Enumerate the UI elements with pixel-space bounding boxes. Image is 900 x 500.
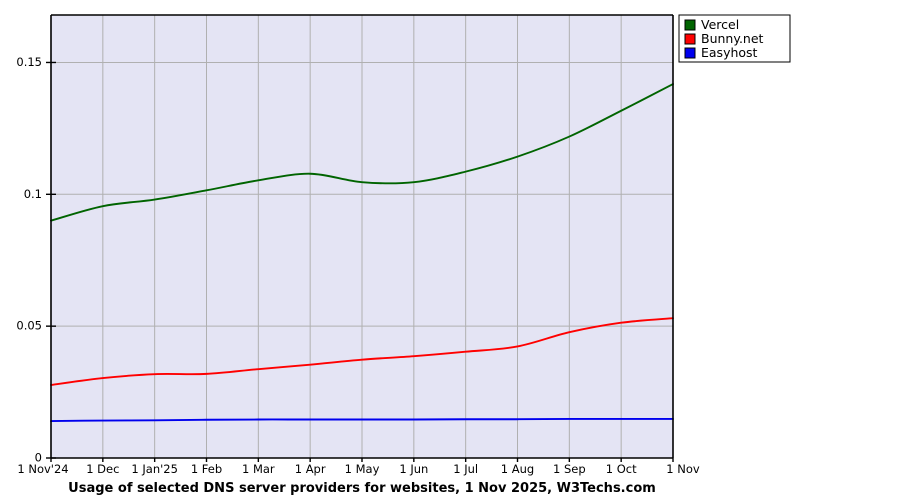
x-tick-label: 1 Feb — [191, 462, 222, 476]
x-tick-label: 1 Jun — [399, 462, 428, 476]
x-tick-label: 1 Nov — [666, 462, 700, 476]
x-tick-label: 1 Sep — [553, 462, 586, 476]
chart-legend[interactable]: Vercel Bunny.net Easyhost — [678, 14, 791, 63]
x-tick-label: 1 Aug — [501, 462, 534, 476]
legend-background — [678, 14, 791, 63]
x-tick-label: 1 Mar — [242, 462, 275, 476]
x-tick-label: 1 May — [345, 462, 380, 476]
y-tick-label: 0 — [35, 451, 42, 465]
x-axis-ticks: 1 Nov'24 1 Dec 1 Jan'25 1 Feb 1 Mar 1 Apr 1 Ma… — [17, 458, 700, 476]
legend-swatch-vercel — [684, 19, 696, 31]
legend-swatch-bunnynet — [684, 33, 696, 45]
series-line-easyhost — [50, 418, 674, 423]
y-tick-label: 0.1 — [24, 187, 42, 201]
x-tick-label: 1 Nov'24 — [17, 462, 68, 476]
series-line-bunny-net — [50, 317, 674, 386]
chart-caption: Usage of selected DNS server providers f… — [68, 481, 656, 496]
legend-swatch-easyhost — [684, 47, 696, 59]
y-tick-label: 0.15 — [16, 55, 42, 69]
data-series — [50, 83, 674, 423]
x-tick-label: 1 Apr — [295, 462, 326, 476]
x-tick-label: 1 Jan'25 — [131, 462, 178, 476]
legend-label-easyhost: Easyhost — [701, 45, 758, 60]
series-line-vercel — [50, 83, 674, 222]
x-tick-label: 1 Oct — [606, 462, 637, 476]
legend-label-bunnynet: Bunny.net — [701, 31, 764, 46]
legend-label-vercel: Vercel — [701, 17, 739, 32]
y-tick-label: 0.05 — [16, 319, 42, 333]
y-axis-ticks: 0 0.05 0.1 0.15 — [16, 55, 56, 465]
x-tick-label: 1 Dec — [86, 462, 119, 476]
x-tick-label: 1 Jul — [453, 462, 478, 476]
